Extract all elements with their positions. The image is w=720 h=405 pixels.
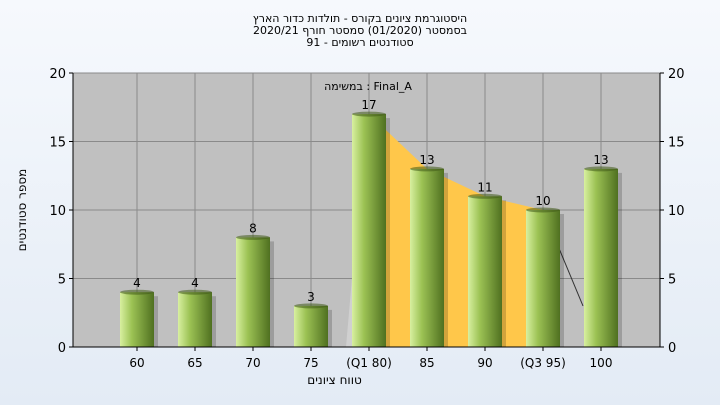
bar: [526, 210, 560, 347]
y-tick-label-right: 5: [668, 273, 676, 288]
x-tick-label: 60: [129, 356, 144, 370]
data-label: 8: [249, 221, 257, 235]
bar-cap: [352, 111, 386, 117]
data-label: 3: [307, 290, 315, 304]
y-axis-label: מספר סטודנטים: [15, 169, 29, 252]
y-tick-label-left: 15: [49, 136, 66, 151]
chart-title-line-3: סטודנטים רשומים - 91: [306, 36, 414, 49]
data-label: 4: [191, 276, 199, 290]
y-tick-label-left: 0: [58, 341, 66, 356]
bar: [236, 237, 270, 347]
bar-cap: [236, 234, 270, 240]
x-tick-label: 75: [303, 356, 318, 370]
bar-cap: [294, 303, 328, 309]
bar: [352, 114, 386, 347]
data-label: 10: [535, 194, 550, 208]
y-tick-label-left: 20: [49, 67, 66, 82]
bar-cap: [526, 207, 560, 213]
x-axis-label: טווח ציונים: [307, 373, 362, 387]
data-label: 11: [477, 180, 492, 194]
bar: [294, 305, 328, 347]
bar-cap: [178, 289, 212, 295]
y-tick-label-left: 5: [58, 273, 66, 288]
y-tick-label-right: 0: [668, 341, 676, 356]
x-tick-label: 85: [419, 356, 434, 370]
bar-cap: [584, 166, 618, 172]
bar-cap: [120, 289, 154, 295]
bar: [120, 292, 154, 347]
y-tick-label-left: 10: [49, 204, 66, 219]
bar: [178, 292, 212, 347]
x-tick-label: 90: [477, 356, 492, 370]
bar: [410, 168, 444, 347]
data-label: 13: [593, 153, 608, 167]
data-label: 17: [361, 98, 376, 112]
y-tick-label-right: 10: [668, 204, 685, 219]
bar: [468, 196, 502, 347]
x-tick-label: 65: [187, 356, 202, 370]
chart-title-line-2: בסמסטר (01/2020) סמסטר חורף 2020/21: [253, 24, 467, 37]
x-tick-label: 70: [245, 356, 260, 370]
x-tick-label: (Q3 95): [520, 356, 566, 370]
data-label: 13: [419, 153, 434, 167]
data-label: 4: [133, 276, 141, 290]
chart-title-line-1: היסטוגרמת ציונים בקורס - תולדות כדור האר…: [252, 12, 468, 25]
bar-cap: [468, 193, 502, 199]
bar-cap: [410, 166, 444, 172]
y-tick-label-right: 20: [668, 67, 685, 82]
x-tick-label: 100: [590, 356, 613, 370]
y-tick-label-right: 15: [668, 136, 685, 151]
bar: [584, 168, 618, 347]
x-tick-label: (Q1 80): [346, 356, 392, 370]
assignment-annotation: במשימה : Final_A: [324, 80, 412, 93]
